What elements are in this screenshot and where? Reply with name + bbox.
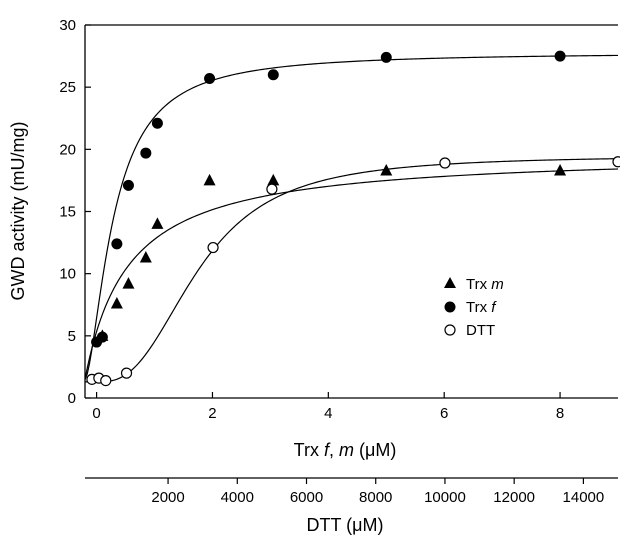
y-tick-label: 0: [68, 390, 76, 407]
legend-marker-open-circle: [444, 324, 456, 336]
y-axis-ticks: 0 5 10 15 20 25 30: [59, 17, 91, 407]
data-point-trx-m: [110, 297, 123, 309]
y-tick-label: 5: [68, 328, 76, 345]
data-point-trx-m: [139, 251, 152, 263]
dtt-tick-label: 6000: [290, 489, 323, 506]
data-point-trx-m: [267, 173, 280, 186]
data-point-trx-f: [204, 72, 216, 84]
data-point-trx-f: [554, 50, 566, 62]
trx-axis-title: Trx f, m (μM): [294, 440, 397, 460]
dtt-tick-label: 2000: [151, 489, 184, 506]
data-point-trx-f: [380, 51, 392, 63]
y-tick-label: 25: [59, 79, 76, 96]
legend-label-trx-m: Trx m: [466, 276, 504, 293]
dtt-tick-label: 10000: [424, 489, 466, 506]
trx-tick-label: 8: [556, 405, 564, 422]
trx-axis-title-var1: f: [324, 440, 331, 460]
dtt-tick-label: 14000: [563, 489, 605, 506]
data-point-trx-m: [380, 163, 393, 176]
data-point-trx-f: [122, 179, 134, 191]
data-point-dtt: [207, 241, 219, 254]
fit-curve-trx-f: [84, 54, 619, 380]
data-point-trx-m: [151, 217, 164, 229]
trx-axis-ticks: 0 2 4 6 8: [92, 392, 564, 422]
dtt-axis: 2000 4000 6000 8000 10000 12000 14000: [85, 477, 618, 506]
data-point-trx-f: [96, 331, 108, 343]
y-tick-label: 30: [59, 17, 76, 34]
fit-curve-dtt: [85, 158, 619, 383]
y-tick-label: 15: [59, 204, 76, 221]
data-point-dtt: [612, 156, 620, 168]
trx-axis-title-prefix: Trx: [294, 440, 324, 460]
trx-tick-label: 6: [440, 405, 448, 422]
data-point-trx-m: [122, 277, 135, 289]
fit-curves: [84, 54, 619, 383]
dtt-axis-title: DTT (μM): [306, 515, 383, 535]
data-point-dtt: [100, 374, 112, 387]
legend-item-dtt: DTT: [444, 322, 495, 339]
trx-axis-title-unit: (μM): [354, 440, 396, 460]
legend-item-trx-f: Trx f: [444, 299, 497, 316]
trx-tick-label: 2: [208, 405, 216, 422]
data-point-trx-f: [267, 69, 279, 81]
legend-label-trx-m-var: m: [491, 276, 504, 293]
data-points: [86, 50, 620, 387]
dtt-tick-label: 12000: [493, 489, 535, 506]
y-tick-label: 10: [59, 266, 76, 283]
legend-label-trx-m-prefix: Trx: [466, 276, 491, 293]
legend-label-dtt: DTT: [466, 322, 495, 339]
data-point-trx-f: [151, 117, 163, 129]
legend: Trx m Trx f DTT: [444, 276, 504, 339]
legend-marker-filled-circle: [444, 301, 456, 313]
dtt-tick-label: 8000: [359, 489, 392, 506]
dtt-tick-label: 4000: [221, 489, 254, 506]
legend-item-trx-m: Trx m: [444, 276, 504, 293]
data-point-trx-m: [203, 173, 216, 186]
data-point-dtt: [439, 157, 451, 169]
legend-label-trx-f: Trx f: [466, 299, 497, 316]
trx-tick-label: 0: [92, 405, 100, 422]
legend-label-trx-f-var: f: [491, 299, 497, 316]
plot-area: [84, 24, 618, 399]
legend-marker-triangle: [444, 277, 456, 288]
data-point-trx-f: [140, 147, 152, 159]
legend-label-trx-f-prefix: Trx: [466, 299, 491, 316]
y-tick-label: 20: [59, 141, 76, 158]
data-point-trx-m: [554, 163, 567, 176]
trx-axis-title-sep: ,: [329, 440, 339, 460]
fit-curve-trx-m: [84, 168, 619, 380]
trx-axis-title-var2: m: [339, 440, 354, 460]
y-axis-title: GWD activity (mU/mg): [8, 122, 28, 301]
data-point-dtt: [266, 183, 278, 195]
data-point-trx-f: [111, 238, 123, 250]
trx-tick-label: 4: [324, 405, 332, 422]
data-point-dtt: [120, 367, 133, 379]
